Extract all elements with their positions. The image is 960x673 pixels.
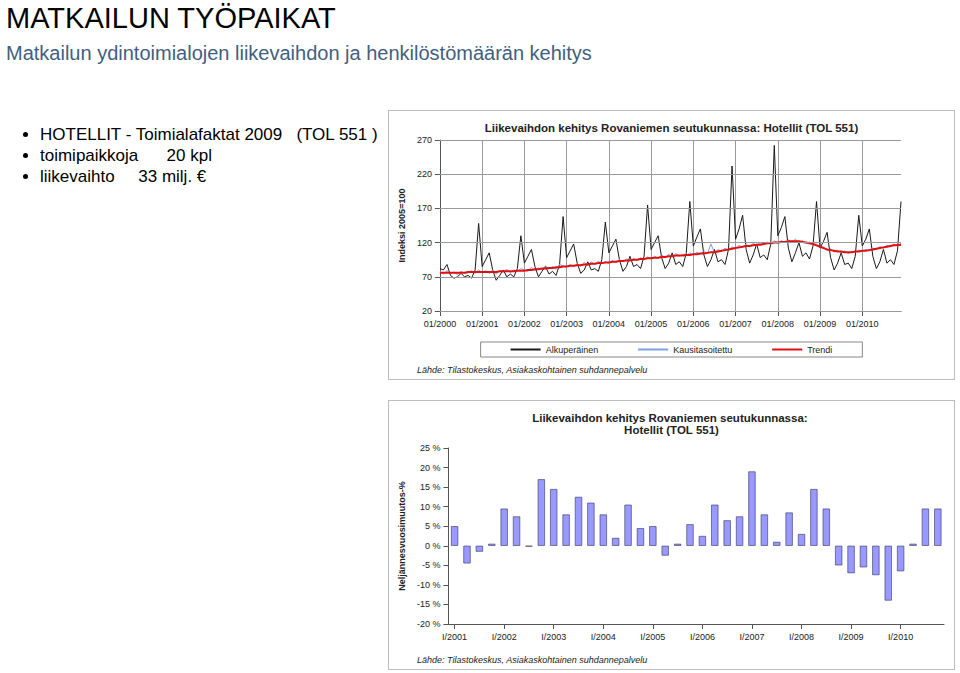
svg-text:I/2005: I/2005 [640, 632, 665, 642]
svg-text:Alkuperäinen: Alkuperäinen [546, 345, 599, 355]
svg-text:01/2000: 01/2000 [424, 319, 457, 329]
svg-text:20 %: 20 % [420, 463, 441, 473]
html-text:liikevaihto 33 milj. €: liikevaihto 33 milj. € [40, 167, 207, 186]
svg-text:01/2001: 01/2001 [466, 319, 499, 329]
svg-text:0 %: 0 % [425, 541, 441, 551]
svg-text:01/2009: 01/2009 [804, 319, 837, 329]
svg-text:Lähde: Tilastokeskus, Asiakask: Lähde: Tilastokeskus, Asiakaskohtainen s… [417, 655, 647, 665]
svg-text:I/2007: I/2007 [739, 632, 764, 642]
svg-text:01/2007: 01/2007 [719, 319, 752, 329]
svg-text:Liikevaihdon kehitys Rovanieme: Liikevaihdon kehitys Rovaniemen seutukun… [532, 412, 811, 424]
svg-text:01/2006: 01/2006 [677, 319, 710, 329]
svg-text:Lähde: Tilastokeskus, Asiakask: Lähde: Tilastokeskus, Asiakaskohtainen s… [417, 365, 647, 375]
svg-text:01/2005: 01/2005 [635, 319, 668, 329]
svg-text:I/2004: I/2004 [591, 632, 616, 642]
svg-text:20: 20 [422, 306, 432, 316]
svg-text:01/2010: 01/2010 [846, 319, 879, 329]
svg-text:120: 120 [417, 238, 432, 248]
html-text:toimipaikkoja 20 kpl: toimipaikkoja 20 kpl [40, 146, 212, 165]
svg-text:Kausitasoitettu: Kausitasoitettu [673, 345, 732, 355]
svg-text:I/2010: I/2010 [888, 632, 913, 642]
svg-text:15 %: 15 % [420, 482, 441, 492]
svg-text:Hotellit (TOL 551): Hotellit (TOL 551) [624, 424, 719, 436]
svg-text:01/2002: 01/2002 [508, 319, 541, 329]
svg-text:-15 %: -15 % [417, 599, 441, 609]
svg-text:Neljännesvuosimuutos-%: Neljännesvuosimuutos-% [397, 481, 407, 591]
svg-text:I/2002: I/2002 [492, 632, 517, 642]
html-text:HOTELLIT - Toimialafaktat 2009: HOTELLIT - Toimialafaktat 2009 (TOL 551 … [40, 125, 378, 144]
svg-text:I/2003: I/2003 [541, 632, 566, 642]
svg-text:I/2001: I/2001 [442, 632, 467, 642]
html-text:Matkailun ydintoimialojen liik: Matkailun ydintoimialojen liikevaihdon j… [6, 42, 592, 64]
svg-text:01/2003: 01/2003 [550, 319, 583, 329]
html-text:MATKAILUN TYÖPAIKAT: MATKAILUN TYÖPAIKAT [6, 2, 336, 34]
svg-text:170: 170 [417, 203, 432, 213]
svg-text:I/2006: I/2006 [690, 632, 715, 642]
svg-text:220: 220 [417, 169, 432, 179]
svg-text:01/2008: 01/2008 [762, 319, 795, 329]
svg-text:-5 %: -5 % [422, 560, 441, 570]
svg-text:-20 %: -20 % [417, 619, 441, 629]
svg-text:25 %: 25 % [420, 443, 441, 453]
svg-text:270: 270 [417, 135, 432, 145]
svg-text:70: 70 [422, 272, 432, 282]
svg-text:10 %: 10 % [420, 502, 441, 512]
svg-text:I/2008: I/2008 [789, 632, 814, 642]
svg-text:Trendi: Trendi [807, 345, 832, 355]
svg-text:5 %: 5 % [425, 521, 441, 531]
svg-text:Indeksi 2005=100: Indeksi 2005=100 [397, 189, 407, 263]
svg-text:-10 %: -10 % [417, 580, 441, 590]
svg-text:I/2009: I/2009 [839, 632, 864, 642]
svg-text:01/2004: 01/2004 [593, 319, 626, 329]
svg-text:Liikevaihdon kehitys Rovanieme: Liikevaihdon kehitys Rovaniemen seutukun… [485, 122, 859, 134]
